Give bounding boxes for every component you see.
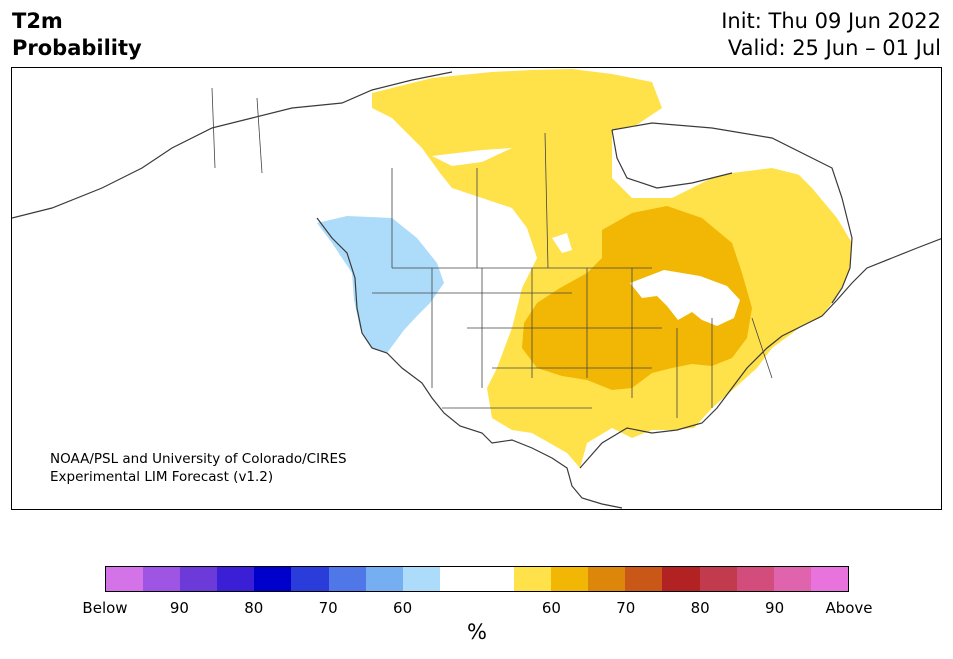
forecast-dates: Init: Thu 09 Jun 2022 Valid: 25 Jun – 01… — [721, 9, 941, 60]
colorbar-tick-label: 60 — [541, 599, 561, 617]
colorbar-segment — [254, 567, 292, 591]
above-normal-region-70 — [522, 206, 752, 390]
colorbar-segment — [328, 567, 366, 591]
colorbar-tick-label: 90 — [169, 599, 189, 617]
colorbar-segment — [106, 567, 144, 591]
colorbar-tick-label: 80 — [244, 599, 264, 617]
colorbar-segment — [365, 567, 403, 591]
colorbar-tick-label: 90 — [765, 599, 785, 617]
colorbar-segment — [476, 567, 515, 591]
forecast-map: NOAA/PSL and University of Colorado/CIRE… — [11, 67, 942, 510]
colorbar-tick-label: 70 — [616, 599, 636, 617]
colorbar-tick-label: 60 — [393, 599, 413, 617]
below-normal-region — [317, 216, 444, 353]
colorbar-segment — [588, 567, 626, 591]
colorbar-segment — [625, 567, 663, 591]
colorbar-segment — [402, 567, 440, 591]
colorbar-segment — [773, 567, 811, 591]
colorbar-segment — [810, 567, 848, 591]
colorbar-tick-label: Below — [82, 599, 128, 617]
colorbar-segment — [217, 567, 255, 591]
colorbar-segment — [291, 567, 329, 591]
map-canvas — [12, 68, 941, 509]
colorbar-tick-label: Above — [825, 599, 873, 617]
chart-title: T2m Probability — [12, 9, 142, 60]
colorbar-tick-label: 70 — [318, 599, 338, 617]
colorbar — [105, 566, 849, 592]
colorbar-segment — [439, 567, 477, 591]
colorbar-segment — [514, 567, 552, 591]
colorbar-segment — [143, 567, 181, 591]
colorbar-segment — [180, 567, 218, 591]
colorbar-segment — [699, 567, 737, 591]
map-credit: NOAA/PSL and University of Colorado/CIRE… — [50, 451, 347, 485]
colorbar-segment — [736, 567, 774, 591]
colorbar-segment — [662, 567, 700, 591]
colorbar-segment — [551, 567, 589, 591]
colorbar-tick-label: 80 — [690, 599, 710, 617]
colorbar-unit: % — [467, 620, 487, 644]
